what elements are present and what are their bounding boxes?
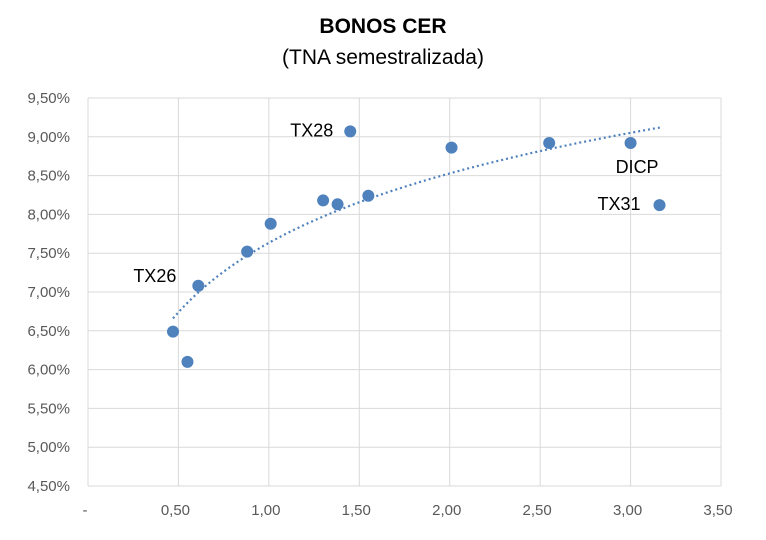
data-point [167, 325, 180, 338]
x-tick-label: 2,50 [523, 502, 552, 519]
x-tick-label: - [83, 502, 88, 519]
y-tick-label: 9,50% [27, 90, 70, 107]
data-point [445, 141, 458, 154]
data-point [317, 194, 330, 207]
data-point [264, 217, 277, 230]
x-axis-tick-labels: - 0,50 1,00 1,50 2,00 2,50 3,00 3,50 [83, 502, 733, 519]
y-tick-label: 6,00% [27, 362, 70, 379]
chart-subtitle: (TNA semestralizada) [282, 46, 484, 69]
x-tick-label: 1,50 [342, 502, 371, 519]
x-tick-label: 1,00 [251, 502, 280, 519]
data-point [624, 137, 637, 150]
point-label: DICP [616, 157, 659, 177]
y-axis-tick-labels: 9,50% 9,00% 8,50% 8,00% 7,50% 7,00% 6,50% 6,00%… [27, 90, 70, 495]
y-tick-label: 7,00% [27, 284, 70, 301]
data-point [543, 137, 556, 150]
chart-title: BONOS CER [319, 15, 447, 38]
point-label: TX26 [133, 266, 176, 286]
y-tick-label: 5,50% [27, 400, 70, 417]
gridlines [87, 97, 722, 487]
data-point [653, 199, 666, 212]
point-labels: TX26 TX28 DICP TX31 [133, 120, 658, 285]
x-tick-label: 0,50 [161, 502, 190, 519]
data-point [241, 245, 254, 258]
data-point [362, 189, 375, 202]
y-tick-label: 5,00% [27, 439, 70, 456]
data-point [344, 125, 357, 138]
trendline [172, 126, 662, 320]
y-tick-label: 8,00% [27, 206, 70, 223]
trendline-layer [172, 126, 662, 320]
y-tick-label: 9,00% [27, 129, 70, 146]
x-tick-label: 3,00 [613, 502, 642, 519]
x-tick-label: 2,00 [432, 502, 461, 519]
data-point [331, 198, 344, 211]
data-points [167, 125, 666, 368]
x-tick-label: 3,50 [703, 502, 732, 519]
point-label: TX28 [290, 120, 333, 140]
y-tick-label: 4,50% [27, 478, 70, 495]
data-point [181, 355, 194, 368]
data-point [192, 279, 205, 292]
y-tick-label: 8,50% [27, 168, 70, 185]
y-tick-label: 7,50% [27, 245, 70, 262]
y-tick-label: 6,50% [27, 323, 70, 340]
point-label: TX31 [598, 194, 641, 214]
